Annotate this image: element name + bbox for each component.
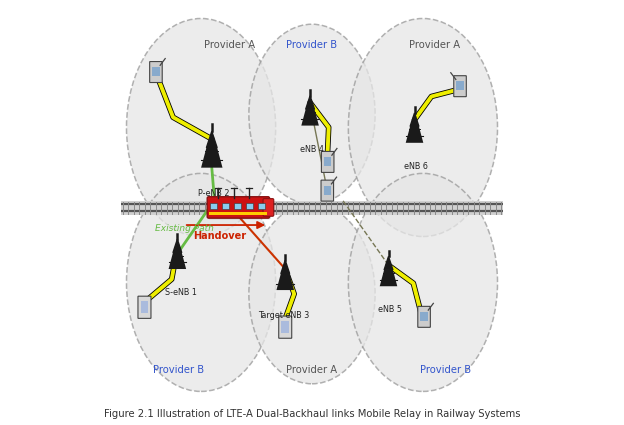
FancyBboxPatch shape [321,151,334,173]
FancyBboxPatch shape [207,197,270,218]
Bar [210,212,267,215]
Bar [152,67,160,76]
Polygon shape [380,270,397,286]
Polygon shape [384,256,393,270]
Polygon shape [406,126,423,143]
FancyBboxPatch shape [454,76,466,96]
FancyBboxPatch shape [208,198,271,219]
Text: eNB 6: eNB 6 [404,162,428,171]
Text: Provider B: Provider B [286,40,338,50]
Ellipse shape [127,18,276,236]
FancyBboxPatch shape [263,198,274,216]
Bar [456,81,464,91]
FancyBboxPatch shape [150,62,162,82]
Polygon shape [201,147,223,168]
Bar [324,157,331,166]
Polygon shape [168,252,186,269]
Ellipse shape [127,173,276,391]
FancyBboxPatch shape [222,203,229,210]
Text: S-eNB 1: S-eNB 1 [165,288,197,297]
Polygon shape [306,96,314,109]
Bar [121,201,503,215]
Text: Provider B: Provider B [421,366,472,375]
FancyBboxPatch shape [258,203,265,210]
Polygon shape [173,239,182,252]
Ellipse shape [249,24,375,204]
Text: P-eNB 2: P-eNB 2 [198,189,230,198]
FancyBboxPatch shape [418,306,431,327]
FancyBboxPatch shape [279,316,292,338]
Polygon shape [281,260,290,274]
Polygon shape [276,274,294,290]
FancyBboxPatch shape [138,296,151,318]
Bar [140,301,149,313]
Text: Provider B: Provider B [152,366,203,375]
Bar [421,312,428,321]
Text: Provider A: Provider A [204,40,255,50]
Polygon shape [207,131,217,147]
FancyBboxPatch shape [210,203,217,210]
Text: eNB 4: eNB 4 [300,145,324,154]
Polygon shape [410,113,419,126]
Text: eNB 5: eNB 5 [378,305,402,314]
Text: Existing Path: Existing Path [155,224,214,233]
Ellipse shape [348,173,497,391]
Ellipse shape [249,204,375,384]
Bar [323,186,331,195]
Text: Provider A: Provider A [409,40,460,50]
FancyBboxPatch shape [246,203,253,210]
FancyBboxPatch shape [321,180,334,201]
Bar [281,321,289,333]
Text: Figure 2.1 Illustration of LTE-A Dual-Backhaul links Mobile Relay in Railway Sys: Figure 2.1 Illustration of LTE-A Dual-Ba… [104,408,520,419]
Text: Handover: Handover [193,231,246,241]
Text: Target eNB 3: Target eNB 3 [258,311,309,320]
Ellipse shape [348,18,497,236]
FancyBboxPatch shape [234,203,241,210]
Polygon shape [301,109,319,126]
Text: Provider A: Provider A [286,366,338,375]
